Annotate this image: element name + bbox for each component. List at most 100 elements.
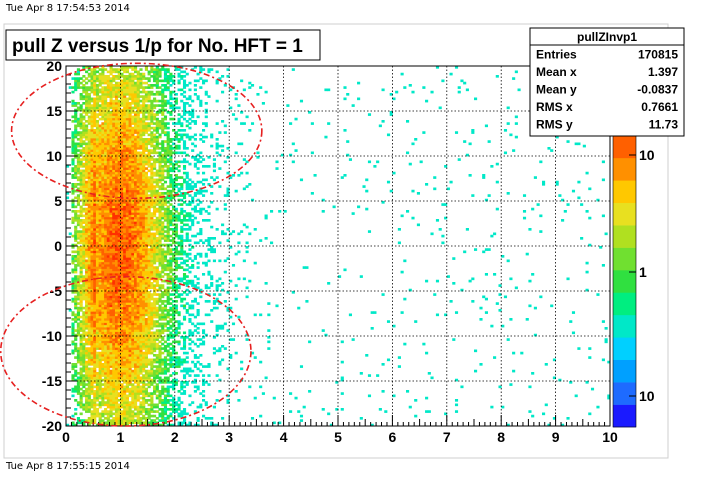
heatmap-cell [136,396,140,400]
heatmap-cell [131,295,135,299]
heatmap-cell [76,176,80,179]
heatmap-cell [161,192,165,195]
heatmap-cell [134,412,138,416]
heatmap-cell [136,178,140,182]
heatmap-cell [123,403,127,407]
heatmap-cell [93,333,97,337]
heatmap-cell [125,201,129,204]
heatmap-cell [87,104,91,107]
heatmap-cell [90,120,94,123]
heatmap-cell [76,264,80,267]
heatmap-cell [112,86,116,89]
heatmap-cell [128,338,132,341]
heatmap-cell [155,259,159,263]
heatmap-cell [85,216,89,220]
heatmap-cell [153,228,157,231]
heatmap-cell [123,354,127,357]
heatmap-cell [131,81,135,85]
heatmap-cell [93,277,97,281]
heatmap-cell [150,363,154,366]
heatmap-cell [134,97,138,101]
heatmap-cell [153,165,157,168]
heatmap-cell [117,255,121,258]
heatmap-cell [114,295,119,299]
heatmap-cell [82,187,86,191]
heatmap-cell [74,153,78,157]
heatmap-cell [93,207,97,211]
heatmap-cell [85,86,89,89]
heatmap-cell [147,185,151,188]
heatmap-cell [144,131,148,134]
heatmap-cell [144,187,148,191]
heatmap-cell [139,331,143,335]
heatmap-cell [131,151,135,155]
heatmap-cell [142,417,146,420]
heatmap-cell [98,306,102,310]
heatmap-cell [136,412,140,416]
heatmap-cell [104,293,108,296]
heatmap-cell [95,201,100,204]
heatmap-cell [158,297,162,301]
heatmap-cell [142,185,146,188]
heatmap-cell [87,140,91,143]
heatmap-cell [90,405,94,409]
heatmap-cell [87,419,91,422]
heatmap-cell [128,261,132,265]
heatmap-cell [101,401,105,404]
heatmap-cell [163,210,168,213]
heatmap-cell [93,349,97,353]
heatmap-cell [98,360,102,364]
heatmap-cell [76,383,80,386]
heatmap-cell [82,156,86,159]
heatmap-cell [98,117,102,121]
heatmap-cell [131,356,135,359]
heatmap-cell [161,414,165,418]
heatmap-cell [144,351,148,355]
heatmap-cell [104,230,108,233]
heatmap-cell [134,392,138,395]
heatmap-cell [158,194,162,197]
heatmap-cell [98,257,102,260]
heatmap-cell [147,149,151,152]
heatmap-cell [139,108,143,112]
heatmap-cell [101,277,105,281]
heatmap-cell [147,322,151,326]
heatmap-cell [98,243,102,247]
heatmap-cell [142,356,146,359]
heatmap-cell [114,138,119,141]
heatmap-cell [117,284,121,287]
heatmap-cell [117,329,121,332]
heatmap-cell [101,77,105,80]
heatmap-cell [131,306,135,310]
heatmap-cell [109,106,113,110]
heatmap-cell [68,86,72,89]
heatmap-cell [101,378,105,382]
heatmap-cell [136,196,140,200]
heatmap-cell [95,273,100,276]
heatmap-cell [150,93,154,96]
heatmap-cell [155,221,159,224]
heatmap-cell [87,189,91,193]
heatmap-cell [93,342,97,346]
heatmap-cell [112,230,116,233]
heatmap-cell [106,167,110,170]
heatmap-cell [139,210,143,213]
heatmap-cell [85,275,89,278]
heatmap-cell [90,225,94,229]
heatmap-cell [93,72,97,76]
heatmap-cell [153,189,157,193]
heatmap-cell [134,291,138,294]
heatmap-cell [106,221,110,224]
heatmap-cell [139,327,143,330]
heatmap-cell [150,176,154,179]
heatmap-cell [109,201,113,204]
heatmap-cell [90,135,94,139]
heatmap-cell [117,156,121,159]
heatmap-cell [120,102,124,105]
heatmap-cell [125,160,129,164]
heatmap-cell [136,93,140,96]
heatmap-cell [87,147,91,150]
heatmap-cell [71,135,75,139]
heatmap-cell [136,309,140,312]
heatmap-cell [150,340,154,344]
